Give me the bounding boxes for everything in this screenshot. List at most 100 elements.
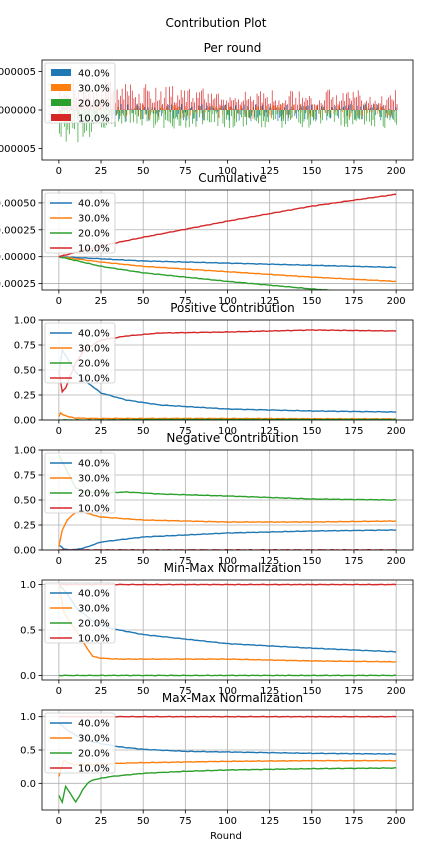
bar-20-0pct (134, 110, 136, 115)
bar-40-0pct (178, 110, 179, 114)
bar-40-0pct (297, 110, 299, 112)
bar-30-0pct (136, 106, 137, 110)
bar-40-0pct (272, 110, 274, 115)
bar-10-0pct (297, 104, 298, 110)
bar-20-0pct (273, 110, 274, 121)
bar-40-0pct (201, 104, 203, 110)
bar-20-0pct (190, 107, 192, 110)
bar-40-0pct (350, 103, 351, 110)
bar-10-0pct (314, 104, 315, 110)
bar-10-0pct (116, 89, 118, 110)
bar-10-0pct (160, 91, 162, 110)
bar-20-0pct (133, 110, 134, 123)
bar-10-0pct (258, 96, 260, 110)
bar-40-0pct (144, 107, 146, 110)
bar-20-0pct (192, 110, 193, 124)
bar-30-0pct (148, 110, 149, 119)
bar-10-0pct (287, 104, 288, 110)
bar-20-0pct (148, 110, 150, 121)
bar-40-0pct (173, 110, 174, 119)
bar-10-0pct (293, 104, 295, 110)
bar-20-0pct (259, 110, 261, 117)
legend-label: 30.0% (78, 84, 110, 95)
bar-20-0pct (379, 110, 381, 117)
bar-10-0pct (204, 99, 206, 110)
legend-swatch (51, 84, 71, 91)
bar-10-0pct (157, 100, 158, 110)
bar-20-0pct (310, 110, 312, 125)
bar-10-0pct (319, 100, 320, 110)
bar-10-0pct (389, 95, 391, 110)
bar-10-0pct (165, 87, 167, 110)
bar-40-0pct (238, 110, 240, 121)
y-tick-label: 0.00025 (0, 225, 36, 236)
x-tick-label: 25 (95, 296, 108, 307)
subplot-title: Per round (204, 41, 262, 55)
bar-20-0pct (210, 110, 212, 123)
bar-20-0pct (116, 110, 118, 115)
bar-20-0pct (330, 110, 332, 118)
bar-30-0pct (117, 106, 119, 110)
bar-10-0pct (185, 101, 187, 110)
bar-20-0pct (141, 110, 143, 126)
bar-20-0pct (333, 110, 335, 122)
bar-20-0pct (360, 110, 362, 120)
bar-20-0pct (369, 110, 371, 122)
bar-30-0pct (321, 109, 323, 110)
y-tick-label: 0.0 (20, 779, 36, 790)
bar-40-0pct (235, 105, 237, 110)
bar-40-0pct (363, 105, 365, 110)
bar-10-0pct (295, 97, 297, 110)
bar-20-0pct (340, 110, 342, 126)
series-line-30-0pct (58, 584, 397, 663)
bar-20-0pct (359, 110, 360, 120)
x-tick-label: 150 (302, 816, 321, 827)
bar-10-0pct (150, 98, 152, 110)
bar-20-0pct (180, 110, 182, 126)
bar-10-0pct (233, 100, 234, 110)
bar-10-0pct (369, 96, 371, 110)
bar-10-0pct (391, 99, 393, 110)
bar-10-0pct (270, 103, 271, 110)
y-tick-label: 0.0 (20, 671, 36, 682)
x-tick-label: 100 (218, 816, 237, 827)
bar-40-0pct (284, 107, 286, 110)
bar-10-0pct (228, 102, 229, 110)
bar-40-0pct (203, 110, 205, 121)
y-tick-label: 0.50 (14, 366, 36, 377)
bar-40-0pct (149, 110, 151, 121)
x-tick-label: 50 (137, 556, 150, 567)
bar-20-0pct (244, 110, 246, 117)
bar-10-0pct (327, 89, 329, 110)
bar-30-0pct (279, 107, 281, 110)
bar-40-0pct (316, 110, 318, 120)
bar-10-0pct (152, 102, 153, 110)
bar-20-0pct (251, 110, 252, 116)
bar-10-0pct (135, 97, 136, 110)
bar-20-0pct (305, 110, 306, 114)
bar-40-0pct (171, 104, 173, 110)
bar-40-0pct (208, 110, 210, 113)
bar-40-0pct (243, 104, 245, 110)
x-tick-label: 25 (95, 816, 108, 827)
bar-10-0pct (352, 91, 354, 110)
bar-10-0pct (182, 97, 184, 110)
bar-20-0pct (306, 110, 308, 120)
bar-10-0pct (354, 97, 356, 110)
bar-10-0pct (153, 102, 155, 110)
bar-30-0pct (163, 108, 164, 110)
bar-20-0pct (268, 110, 269, 123)
bar-10-0pct (357, 90, 359, 110)
bar-10-0pct (330, 99, 332, 110)
bar-30-0pct (149, 110, 151, 119)
bar-40-0pct (302, 105, 304, 110)
y-tick-label: 0.75 (14, 471, 36, 482)
bar-20-0pct (295, 110, 296, 114)
bar-30-0pct (175, 105, 176, 110)
bar-10-0pct (320, 103, 322, 110)
bar-20-0pct (320, 110, 322, 124)
bar-30-0pct (220, 106, 222, 110)
bar-20-0pct (170, 110, 172, 124)
bar-20-0pct (254, 110, 256, 121)
bar-20-0pct (301, 110, 303, 128)
